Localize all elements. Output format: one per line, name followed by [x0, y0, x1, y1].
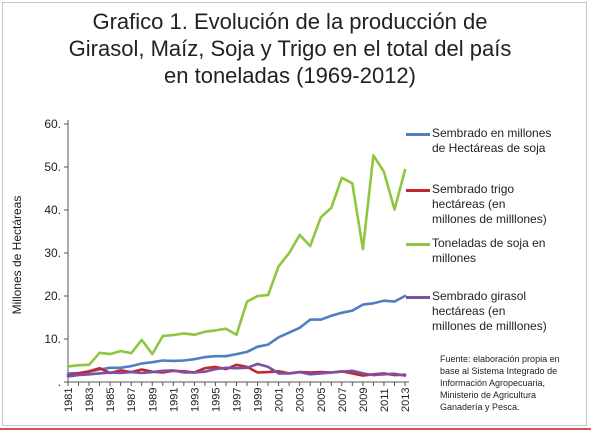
legend-label-line: hectáreas (en	[432, 304, 506, 318]
y-tick-label: 10.	[44, 332, 61, 346]
y-tick-label: 30.	[44, 246, 61, 260]
legend-item-3: Toneladas de soja en millones	[406, 236, 546, 266]
x-tick-label: 2011	[379, 388, 391, 412]
legend-swatch	[406, 189, 430, 192]
title-line: Girasol, Maíz, Soja y Trigo en el total …	[68, 36, 512, 61]
legend-swatch	[406, 296, 430, 299]
x-tick-label: 1991	[168, 388, 180, 412]
y-tick-label: .	[58, 375, 61, 389]
x-tick-label: 1989	[147, 388, 159, 412]
legend-label-line: Sembrado en millones	[432, 126, 552, 140]
legend-swatch	[406, 133, 430, 136]
legend-swatch	[406, 243, 430, 246]
legend-label-line: de Hectáreas de soja	[432, 141, 546, 155]
x-tick-label: 2007	[337, 388, 349, 412]
legend-item-2: Sembrado trigo hectáreas (en millones de m…	[406, 182, 547, 227]
legend-label-line: Sembrado girasol	[432, 289, 527, 303]
x-tick-label: 1981	[63, 388, 75, 412]
x-tick-label: 1985	[105, 388, 117, 412]
source-line: base al Sistema Integrado de	[440, 366, 558, 376]
series-line-1	[66, 294, 407, 375]
x-tick-label: 1997	[232, 388, 244, 412]
y-tick-label: 40.	[44, 203, 61, 217]
source-note: Fuente: elaboración propia en base al Si…	[440, 353, 580, 413]
y-tick-label: 60.	[44, 117, 61, 131]
chart-frame	[2, 2, 587, 426]
x-tick-label: 2013	[400, 388, 412, 412]
x-tick-label: 1999	[253, 388, 265, 412]
legend-label-line: millones de milllones)	[432, 319, 547, 333]
series-line-2	[66, 363, 407, 377]
x-tick-label: 1993	[189, 388, 201, 412]
series-line-4	[66, 362, 407, 378]
bottom-divider	[0, 428, 591, 430]
legend-label-line: Toneladas de soja en	[432, 236, 546, 250]
x-tick-label: 2001	[274, 388, 286, 412]
source-line: Información Agropecuaria,	[440, 378, 546, 388]
legend-label-line: hectáreas (en	[432, 197, 506, 211]
legend-item-4: Sembrado girasol hectáreas (en millones de…	[406, 289, 547, 334]
y-tick-label: 20.	[44, 289, 61, 303]
title-line: Grafico 1. Evolución de la producción de	[92, 9, 488, 34]
source-line: Fuente: elaboración propia en	[440, 354, 560, 364]
y-tick-label: 50.	[44, 160, 61, 174]
series-line-3	[66, 154, 407, 368]
x-tick-label: 2009	[358, 388, 370, 412]
x-tick-label: 1987	[126, 388, 138, 412]
legend-label-line: millones de milllones)	[432, 212, 547, 226]
x-tick-label: 1995	[210, 388, 222, 412]
source-line: Ganadería y Pesca.	[440, 402, 520, 412]
x-tick-label: 2003	[295, 388, 307, 412]
x-tick-label: 1983	[84, 388, 96, 412]
legend-label-line: Sembrado trigo	[432, 182, 515, 196]
source-line: Ministerio de Agricultura	[440, 390, 537, 400]
legend-item-1: Sembrado en millones de Hectáreas de soja	[406, 126, 552, 156]
chart-title: Grafico 1. Evolución de la producción de…	[30, 8, 550, 89]
x-tick-label: 2005	[316, 388, 328, 412]
legend-label-line: millones	[432, 251, 477, 265]
title-line: en toneladas (1969-2012)	[164, 63, 416, 88]
